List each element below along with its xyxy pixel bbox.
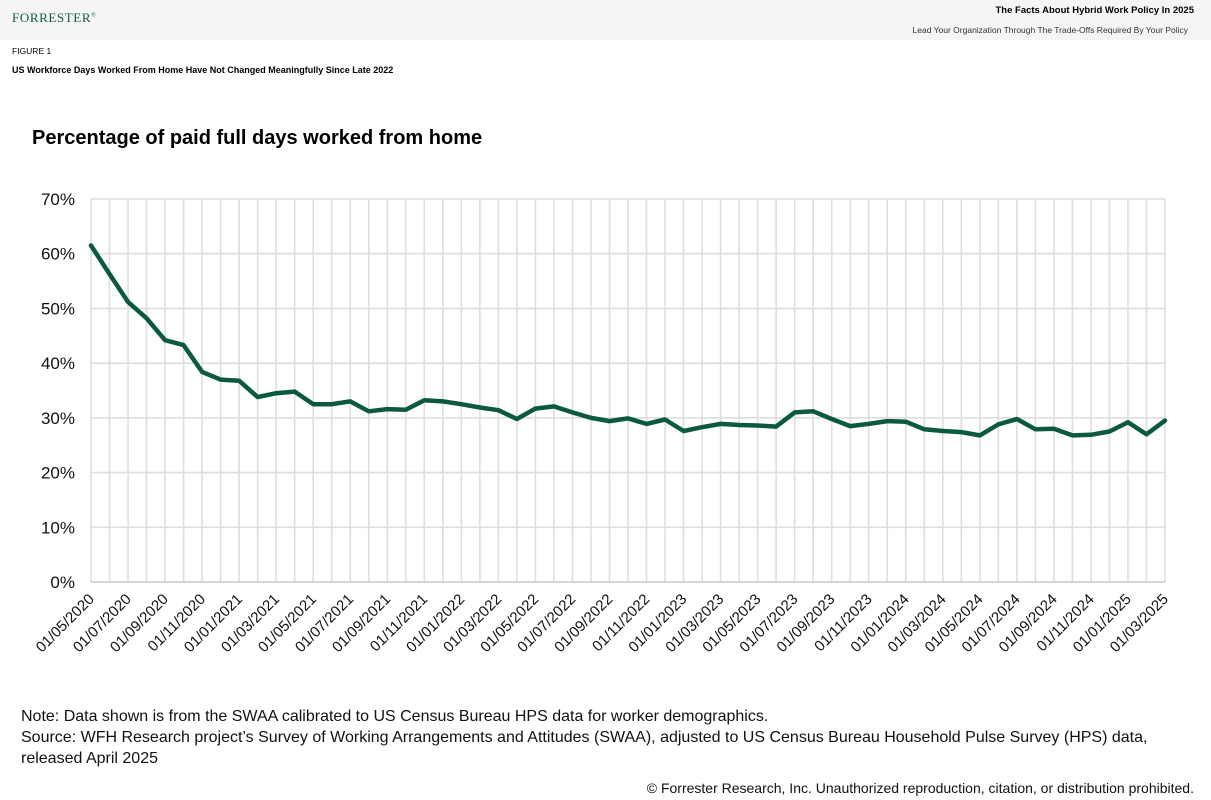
line-chart: 0%10%20%30%40%50%60%70%01/05/202001/07/2… [33, 190, 1172, 656]
y-tick-label: 30% [41, 409, 75, 428]
y-tick-label: 20% [41, 464, 75, 483]
data-point [904, 420, 908, 424]
logo-registered-mark: ® [91, 12, 97, 19]
data-point [404, 408, 408, 412]
data-point [311, 402, 315, 406]
data-point [830, 417, 834, 421]
data-point [126, 300, 130, 304]
data-point [367, 409, 371, 413]
data-point [978, 433, 982, 437]
data-point [589, 416, 593, 420]
data-point [867, 422, 871, 426]
y-tick-label: 0% [50, 573, 75, 592]
data-point [1163, 419, 1167, 423]
data-point [108, 272, 112, 276]
chart-title: Percentage of paid full days worked from… [32, 127, 483, 149]
data-point [607, 419, 611, 423]
data-point [700, 425, 704, 429]
data-point [645, 422, 649, 426]
data-point [774, 425, 778, 429]
data-point [1033, 427, 1037, 431]
logo-text: FORRESTER [12, 10, 92, 25]
report-header: FORRESTER® The Facts About Hybrid Work P… [0, 0, 1211, 40]
document-title: The Facts About Hybrid Work Policy In 20… [995, 5, 1195, 16]
data-point [626, 416, 630, 420]
data-point [533, 407, 537, 411]
data-point [1107, 430, 1111, 434]
data-point [682, 429, 686, 433]
note-text: Note: Data shown is from the SWAA calibr… [21, 708, 769, 725]
data-point [496, 408, 500, 412]
figure-title: US Workforce Days Worked From Home Have … [12, 65, 394, 75]
data-point [422, 398, 426, 402]
data-point [737, 423, 741, 427]
data-point [793, 410, 797, 414]
data-point [237, 379, 241, 383]
source-text: Source: WFH Research project’s Survey of… [21, 729, 1148, 767]
data-point [570, 410, 574, 414]
data-point [848, 424, 852, 428]
y-tick-label: 40% [41, 354, 75, 373]
data-point [756, 424, 760, 428]
data-point [922, 427, 926, 431]
y-tick-label: 10% [41, 518, 75, 537]
data-point [330, 402, 334, 406]
data-point [459, 402, 463, 406]
data-point [478, 405, 482, 409]
data-point [719, 422, 723, 426]
data-point [959, 430, 963, 434]
data-point [663, 417, 667, 421]
data-point [182, 343, 186, 347]
data-point [385, 407, 389, 411]
data-point [1089, 433, 1093, 437]
document-subtitle: Lead Your Organization Through The Trade… [912, 25, 1188, 35]
data-point [274, 391, 278, 395]
data-point [200, 370, 204, 374]
data-point [515, 417, 519, 421]
data-point [996, 422, 1000, 426]
data-point [941, 429, 945, 433]
data-point [1052, 427, 1056, 431]
data-point [1070, 433, 1074, 437]
data-point [89, 244, 93, 248]
data-point [256, 395, 260, 399]
data-point [145, 316, 149, 320]
chart-notes: Note: Data shown is from the SWAA calibr… [21, 706, 1196, 769]
y-tick-label: 60% [41, 245, 75, 264]
data-point [219, 378, 223, 382]
data-point [1126, 420, 1130, 424]
data-point [441, 399, 445, 403]
data-point [1015, 417, 1019, 421]
data-point [348, 399, 352, 403]
data-point [552, 404, 556, 408]
y-tick-label: 70% [41, 190, 75, 209]
data-point [811, 409, 815, 413]
copyright-notice: © Forrester Research, Inc. Unauthorized … [646, 780, 1194, 796]
figure-label: FIGURE 1 [12, 46, 52, 56]
forrester-logo[interactable]: FORRESTER® [12, 10, 96, 26]
y-tick-label: 50% [41, 299, 75, 318]
data-point [885, 419, 889, 423]
data-point [163, 338, 167, 342]
data-point [1144, 432, 1148, 436]
data-point [293, 390, 297, 394]
series-line [88, 243, 1168, 438]
